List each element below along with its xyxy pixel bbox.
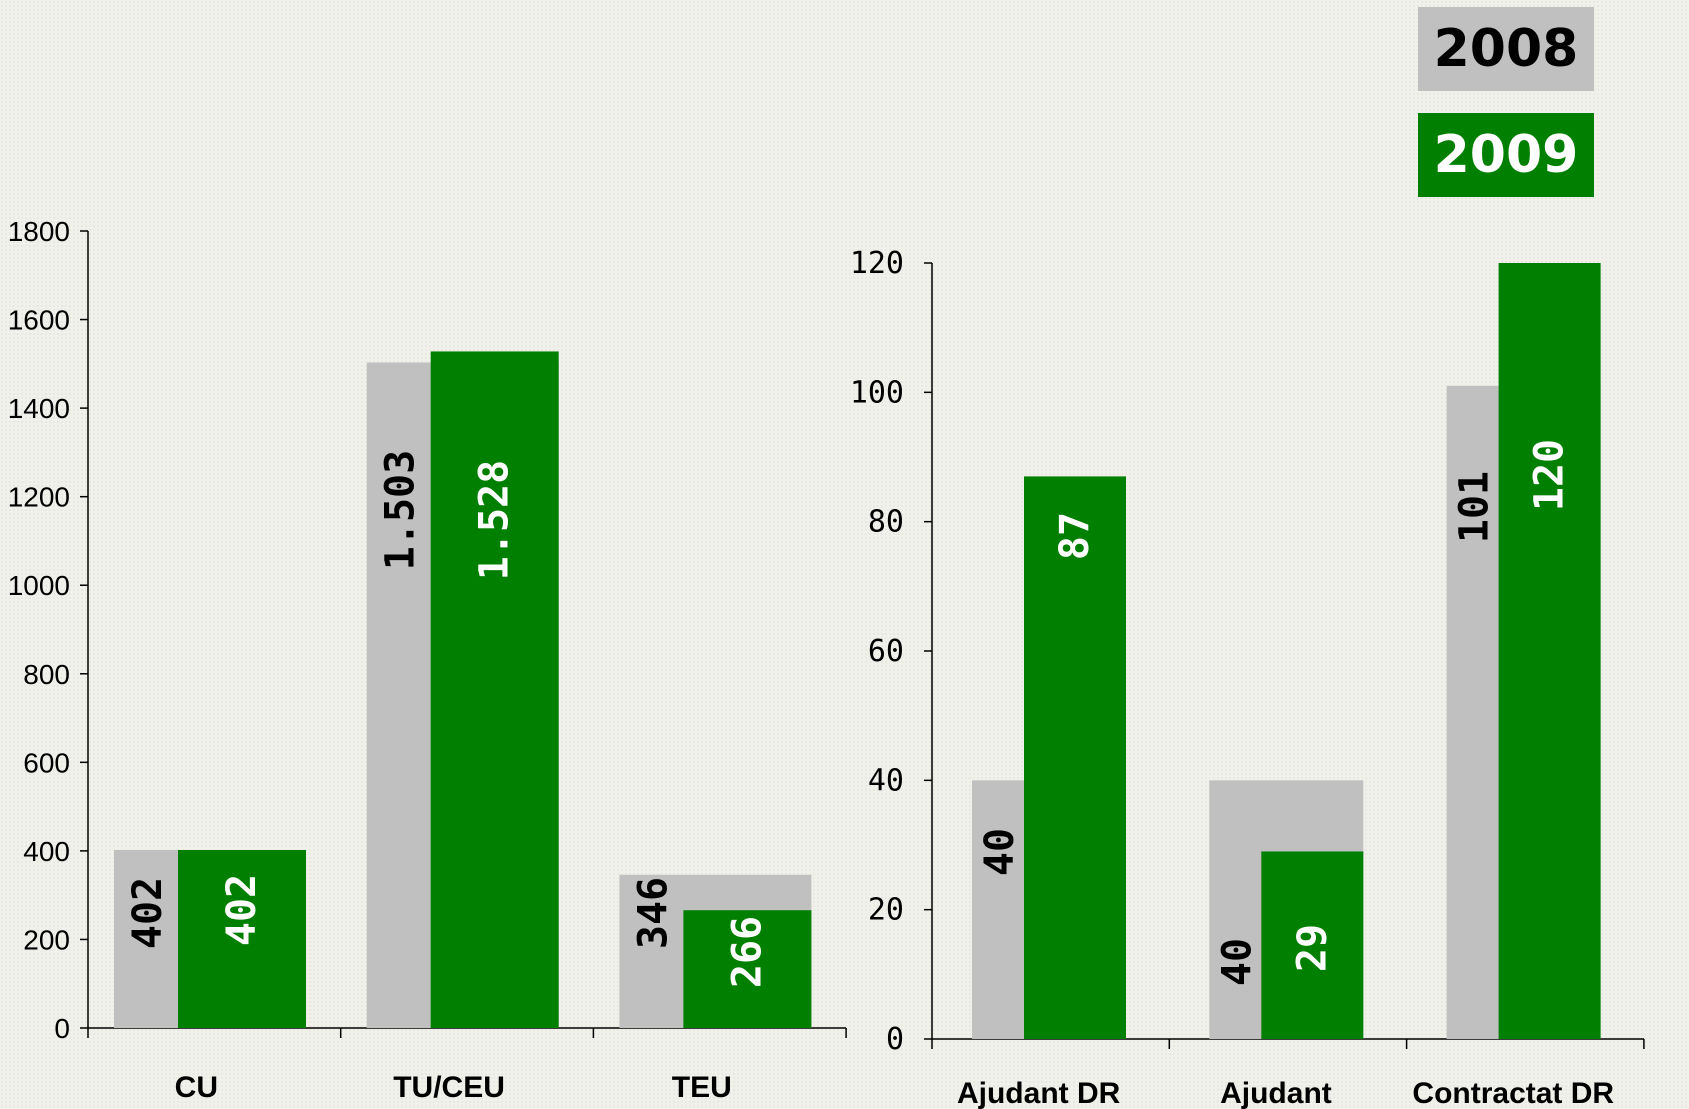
bar-2009 (1024, 476, 1126, 1039)
y-tick-label: 1200 (8, 482, 70, 513)
value-label-2008: 402 (125, 877, 171, 949)
y-tick-label: 0 (54, 1013, 70, 1044)
y-tick-label: 100 (850, 375, 904, 410)
y-tick-label: 200 (23, 924, 70, 955)
y-tick-label: 1400 (8, 393, 70, 424)
category-label: Ajudant (1220, 1077, 1332, 1109)
value-label-2009: 1.528 (472, 460, 518, 580)
value-label-2008: 101 (1452, 471, 1498, 543)
bar-2009 (683, 910, 812, 1028)
legend-2008: 2008 (1418, 7, 1594, 91)
y-tick-label: 40 (868, 763, 904, 798)
y-tick-label: 1800 (8, 216, 70, 247)
bar-2009 (1498, 263, 1601, 1039)
y-tick-label: 20 (868, 893, 904, 928)
value-label-2009: 266 (724, 916, 770, 988)
value-label-2008: 1.503 (378, 450, 424, 570)
y-tick-label: 80 (868, 505, 904, 540)
y-tick-label: 120 (850, 246, 904, 281)
y-tick-label: 60 (868, 634, 904, 669)
category-label: Ajudant DR (957, 1077, 1121, 1109)
value-label-2009: 29 (1289, 924, 1335, 972)
value-label-2008: 40 (977, 828, 1023, 876)
category-label: CU (175, 1071, 218, 1104)
y-tick-label: 400 (23, 836, 70, 867)
category-label: TU/CEU (393, 1071, 505, 1104)
value-label-2008: 346 (630, 877, 676, 949)
y-tick-label: 0 (886, 1022, 904, 1057)
value-label-2008: 40 (1214, 938, 1260, 986)
y-tick-label: 1000 (8, 570, 70, 601)
y-tick-label: 800 (23, 659, 70, 690)
y-tick-label: 1600 (8, 305, 70, 336)
legend-2009: 2009 (1418, 113, 1594, 197)
bar-2009 (430, 351, 559, 1028)
category-label: Contractat DR (1412, 1077, 1614, 1109)
bar-2009 (178, 850, 306, 1028)
y-tick-label: 600 (23, 747, 70, 778)
value-label-2009: 120 (1527, 439, 1573, 511)
value-label-2009: 402 (219, 874, 265, 946)
category-label: TEU (672, 1071, 732, 1104)
value-label-2009: 87 (1052, 512, 1098, 560)
bar-2009 (1261, 851, 1364, 1039)
